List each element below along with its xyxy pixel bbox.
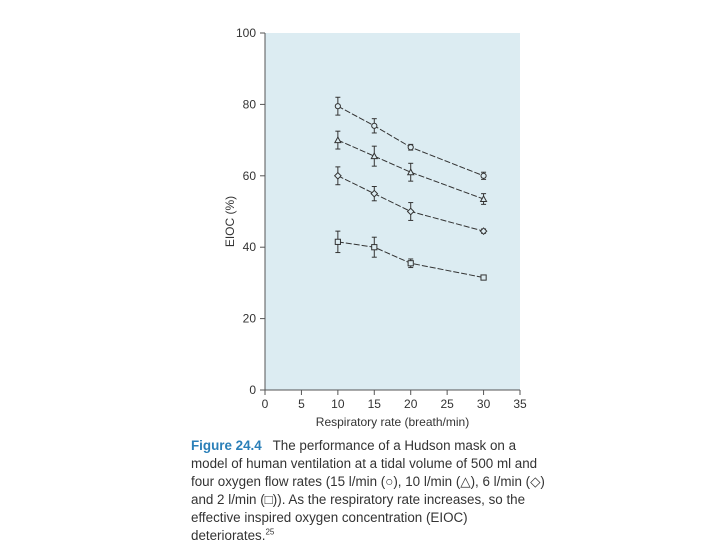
- series-line: [337, 139, 484, 200]
- figure-number: Figure 24.4: [191, 438, 262, 453]
- x-tick-label: 0: [262, 397, 269, 411]
- data-point-circle: [407, 144, 414, 151]
- series-square: [334, 230, 487, 281]
- data-point-square: [407, 260, 414, 267]
- data-point-triangle: [479, 194, 488, 203]
- series-line: [337, 241, 484, 279]
- series-triangle: [334, 130, 488, 205]
- data-point-square: [480, 274, 487, 281]
- plot-background: [265, 33, 520, 390]
- x-tick-label: 10: [331, 397, 345, 411]
- x-tick-label: 25: [440, 397, 454, 411]
- data-point-triangle: [370, 152, 379, 160]
- data-point-square: [371, 244, 378, 251]
- data-point-circle: [334, 103, 341, 110]
- chart: 0 20 40 60 80 100 0 5 10 15 20 25 30 35 Respiratory r…: [223, 26, 527, 429]
- data-point-triangle: [406, 168, 415, 176]
- x-tick-label: 5: [298, 397, 305, 411]
- data-point-circle: [371, 122, 378, 129]
- data-point-triangle: [334, 136, 342, 144]
- y-axis-label: EIOC (%): [223, 196, 237, 247]
- caption-text: The performance of a Hudson mask on a mo…: [191, 438, 545, 543]
- y-tick-label: 80: [243, 97, 257, 111]
- x-tick-label: 35: [513, 397, 527, 411]
- series-line: [337, 105, 484, 177]
- y-tick-label: 60: [243, 169, 257, 183]
- series-line: [337, 175, 484, 232]
- series-layer: [333, 96, 488, 281]
- axes: 0 20 40 60 80 100 0 5 10 15 20 25 30 35: [236, 26, 527, 411]
- data-point-diamond: [370, 189, 379, 198]
- data-point-circle: [480, 172, 487, 179]
- figure-caption: Figure 24.4 The performance of a Hudson …: [191, 437, 551, 545]
- series-circle: [334, 96, 487, 180]
- data-point-diamond: [479, 227, 488, 236]
- x-tick-label: 20: [404, 397, 418, 411]
- series-diamond: [333, 166, 488, 236]
- x-axis-label: Respiratory rate (breath/min): [316, 415, 469, 429]
- x-tick-label: 15: [368, 397, 382, 411]
- y-tick-label: 20: [243, 312, 257, 326]
- data-point-diamond: [406, 207, 415, 216]
- y-tick-label: 0: [249, 383, 256, 397]
- caption-reference: 25: [265, 527, 275, 537]
- y-tick-label: 40: [243, 240, 257, 254]
- x-tick-label: 30: [477, 397, 491, 411]
- y-tick-label: 100: [236, 26, 256, 40]
- data-point-diamond: [333, 171, 342, 180]
- data-point-square: [334, 238, 341, 245]
